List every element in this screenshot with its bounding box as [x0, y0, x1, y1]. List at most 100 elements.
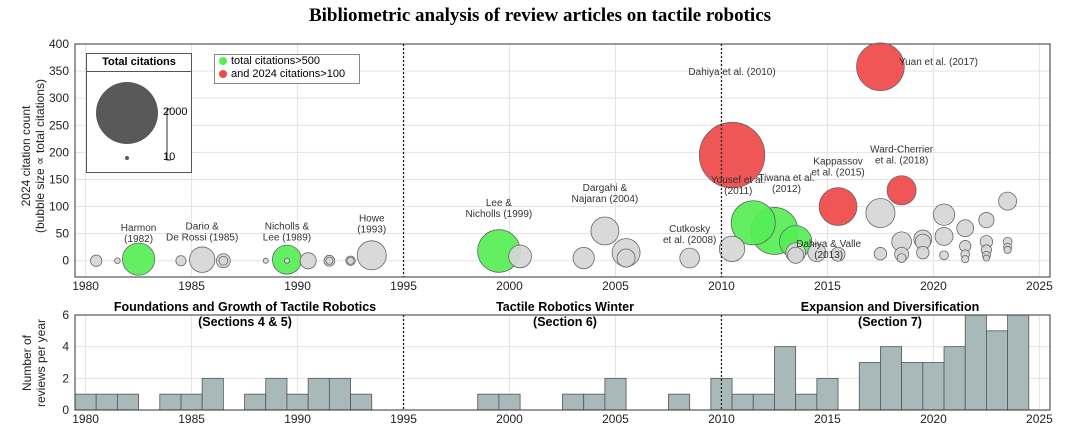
bubble-gray [299, 252, 317, 270]
bubble-label: Cutkosky et al. (2008) [663, 224, 716, 246]
bubble-gray [679, 247, 700, 269]
bars-layer [74, 314, 1030, 411]
bottom-ytick-label: 0 [62, 403, 69, 417]
era-title-foundations: Foundations and Growth of Tactile Roboti… [90, 300, 400, 330]
bubble-gray [718, 235, 746, 262]
legend-green-label: total citations>500 [231, 55, 320, 67]
bubble-gray [218, 255, 229, 266]
bar-2000 [498, 393, 521, 411]
bottom-ylabel-line1: Number of [20, 334, 34, 392]
bubble-label: Dario & De Rossi (1985) [166, 222, 238, 244]
top-ytick-label: 300 [49, 91, 69, 105]
bubble-gray [590, 216, 620, 246]
bottom-xtick-label: 2020 [920, 412, 947, 426]
bubble-gray [572, 246, 595, 270]
bottom-xtick-label: 1980 [72, 412, 99, 426]
bottom-xtick-label: 2015 [814, 412, 841, 426]
top-ylabel-line2: (bubble size ∝ total citations) [33, 79, 47, 233]
bottom-ytick-label: 2 [62, 371, 69, 385]
bar-2004 [583, 393, 606, 411]
top-xtick-label: 1995 [390, 279, 417, 293]
bubble-gray [978, 212, 995, 229]
top-xtick-label: 2000 [496, 279, 523, 293]
top-ytick-label: 0 [62, 254, 69, 268]
bubble-gray [934, 226, 954, 246]
bubble-gray [916, 245, 930, 260]
era-divider-lines [402, 44, 723, 410]
legend-large-bubble [96, 82, 158, 144]
bubble-label: Yousef et al. (2011) [711, 175, 766, 197]
bubble-label: Ward-Cherrier et al. (2018) [870, 144, 934, 166]
bubble-green [730, 200, 776, 246]
bar-1985 [180, 393, 203, 411]
bubble-gray [932, 203, 956, 226]
legend-red-label: and 2024 citations>100 [231, 68, 346, 80]
red-dot-icon [219, 70, 227, 78]
top-xtick-label: 2020 [920, 279, 947, 293]
bubble-labels: Harmon (1982) Dario & De Rossi (1985) Nichol… [121, 57, 978, 261]
bubbles-layer [90, 42, 1018, 276]
bar-2020 [922, 362, 945, 411]
bar-1984 [159, 393, 182, 411]
top-xtick-label: 1985 [178, 279, 205, 293]
bubble-gray [982, 254, 990, 262]
legend-small-value: 10 [163, 151, 176, 163]
era-1-line2: (Sections 4 & 5) [198, 315, 292, 329]
top-xtick-label: 2015 [814, 279, 841, 293]
bubble-gray [90, 254, 103, 267]
bubble-gray [873, 247, 888, 261]
bottom-xtick-label: 1995 [390, 412, 417, 426]
bottom-xtick-label: 1985 [178, 412, 205, 426]
bubble-gray [961, 255, 970, 264]
bubble-label: Kappassov et al. (2015) [811, 157, 864, 179]
bottom-xtick-label: 2025 [1026, 412, 1053, 426]
top-xtick-label: 2025 [1026, 279, 1053, 293]
bar-2012 [752, 393, 775, 411]
bubble-red [856, 42, 905, 92]
bar-1988 [244, 393, 267, 411]
green-dot-icon [219, 57, 227, 65]
bar-1989 [265, 377, 288, 411]
bar-2003 [562, 393, 585, 411]
bar-2013 [774, 346, 797, 411]
bar-1999 [477, 393, 500, 411]
top-axes: 0 50 100 150 200 250 300 350 400 1980 1985 1990 1995… [49, 37, 1053, 293]
bubble-red [698, 121, 766, 189]
size-legend: Total citations 2000 10 [86, 53, 192, 173]
era-1-line1: Foundations and Growth of Tactile Roboti… [113, 300, 377, 314]
bubble-gray [865, 198, 896, 228]
legend-green-row: total citations>500 [215, 55, 359, 68]
bar-1986 [201, 377, 224, 411]
legend-large-value: 2000 [163, 106, 188, 118]
bubble-gray [114, 257, 121, 264]
bubble-gray [1003, 245, 1012, 254]
legend-red-row: and 2024 citations>100 [215, 68, 359, 81]
bubble-gray [830, 246, 846, 262]
bar-2011 [731, 393, 754, 411]
bottom-axes: 0 2 4 6 1980 1985 1990 1995 2000 2005 2010 2015 2020… [62, 308, 1053, 426]
bubble-red [886, 175, 917, 206]
top-ytick-label: 150 [49, 172, 69, 186]
bar-2019 [901, 362, 924, 411]
era-3-line2: (Section 7) [858, 315, 922, 329]
bubble-gray [616, 248, 636, 268]
bubble-gray [807, 243, 827, 263]
bubble-gray [175, 255, 187, 267]
era-2-line1: Tactile Robotics Winter [496, 300, 634, 314]
top-y-axis-label: 2024 citation count (bubble size ∝ total… [19, 71, 47, 241]
top-ytick-label: 250 [49, 118, 69, 132]
top-ytick-label: 50 [56, 227, 70, 241]
bubble-gray [508, 244, 532, 269]
bottom-ylabel-line2: reviews per year [34, 318, 48, 408]
era-title-expansion: Expansion and Diversification (Section 7… [740, 300, 1040, 330]
bar-1981 [95, 393, 118, 411]
top-xtick-label: 2010 [708, 279, 735, 293]
bubble-label: Lee & Nicholls (1999) [466, 198, 533, 220]
bar-1993 [350, 393, 373, 411]
bottom-xtick-label: 2010 [708, 412, 735, 426]
bubble-label: Yuan et al. (2017) [899, 57, 978, 68]
bubble-gray [356, 240, 387, 271]
top-ylabel-line1: 2024 citation count [19, 105, 33, 207]
bubble-gray [325, 256, 334, 265]
